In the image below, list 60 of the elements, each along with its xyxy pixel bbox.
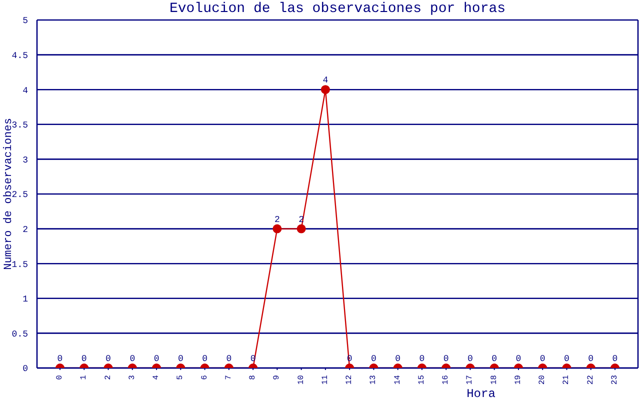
x-tick-label: 0: [56, 374, 64, 380]
data-label: 0: [468, 354, 473, 364]
x-tick-label: 12: [345, 374, 354, 385]
x-tick-label: 4: [152, 374, 162, 380]
chart-title: Evolucion de las observaciones por horas: [168, 0, 507, 18]
x-tick-label: 13: [369, 374, 378, 385]
y-tick-label: 3: [22, 155, 28, 166]
data-label: 0: [154, 354, 160, 364]
y-tick-label: 2: [22, 224, 28, 235]
x-tick-label: 11: [320, 374, 330, 385]
x-tick-label: 14: [393, 374, 402, 385]
x-tick-label: 8: [248, 374, 258, 380]
data-label: 4: [322, 76, 328, 86]
data-label: 0: [202, 354, 208, 364]
x-tick-label: 9: [272, 374, 282, 380]
y-tick-label: 1: [22, 294, 28, 305]
data-label: 0: [106, 354, 111, 364]
data-label: 0: [419, 354, 425, 364]
data-label: 0: [226, 354, 232, 364]
x-tick-label: 2: [104, 374, 113, 380]
point: [320, 85, 330, 94]
x-tick-label: 7: [224, 374, 234, 380]
data-label: 0: [130, 354, 136, 364]
y-tick-label: 2.5: [12, 190, 28, 200]
x-tick-label: 1: [80, 374, 89, 380]
data-label: 0: [540, 354, 546, 364]
x-tick-label: 15: [417, 374, 426, 385]
x-tick-label: 18: [490, 374, 499, 385]
data-label: 0: [57, 354, 63, 364]
x-tick-label: 6: [200, 374, 210, 380]
y-tick-label: 0.5: [12, 329, 28, 340]
data-label: 0: [370, 354, 376, 364]
y-tick-label: 1.5: [12, 260, 28, 270]
data-label: 0: [81, 354, 87, 364]
point: [272, 224, 282, 234]
x-tick-label: 3: [128, 374, 137, 380]
data-label: 0: [178, 354, 184, 364]
x-tick-label: 21: [562, 374, 572, 385]
data-label: 0: [516, 354, 522, 364]
y-tick-label: 4.5: [12, 50, 28, 61]
x-tick-label: 16: [442, 374, 451, 385]
y-tick-label: 3.5: [12, 120, 28, 131]
data-label: 2: [274, 214, 280, 225]
data-label: 0: [588, 354, 594, 364]
x-tick-label: 19: [514, 374, 523, 385]
x-tick-label: 20: [538, 374, 548, 385]
y-tick-label: 5: [22, 16, 28, 26]
x-tick-label: 10: [296, 374, 306, 385]
x-tick-label: 5: [176, 374, 186, 380]
point: [296, 224, 306, 234]
x-tick-label: 23: [610, 374, 620, 385]
y-tick-label: 4: [22, 86, 28, 96]
data-label: 0: [395, 354, 401, 364]
data-label: 0: [564, 354, 570, 364]
x-axis-title: Hora: [466, 387, 496, 400]
data-label: 0: [492, 354, 498, 364]
data-label: 0: [612, 354, 618, 364]
x-tick-label: 17: [466, 374, 475, 385]
x-tick-label: 22: [586, 374, 596, 385]
data-label: 0: [443, 354, 449, 364]
